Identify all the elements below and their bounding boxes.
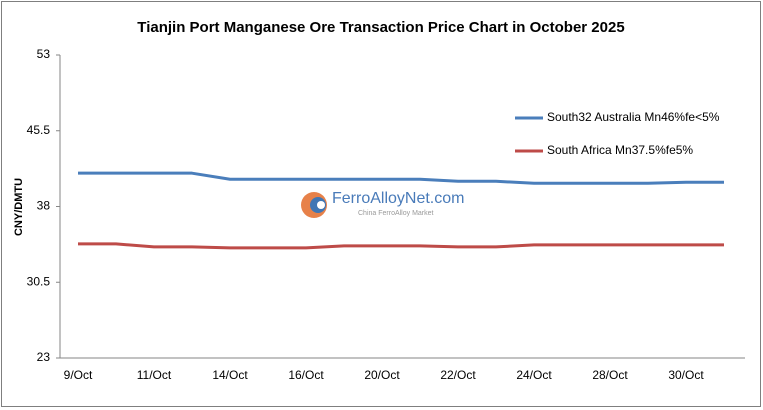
series-line bbox=[78, 242, 724, 250]
x-tick-label: 24/Oct bbox=[516, 368, 552, 382]
legend-label: South32 Australia Mn46%fe<5% bbox=[547, 110, 720, 124]
chart-title: Tianjin Port Manganese Ore Transaction P… bbox=[137, 19, 624, 36]
series-line bbox=[78, 171, 724, 185]
x-tick-label: 16/Oct bbox=[288, 368, 324, 382]
y-tick-label: 38 bbox=[37, 199, 51, 213]
x-tick-label: 20/Oct bbox=[364, 368, 400, 382]
y-tick-label: 30.5 bbox=[27, 274, 51, 288]
y-tick-label: 45.5 bbox=[27, 123, 51, 137]
x-tick-label: 11/Oct bbox=[137, 368, 172, 382]
watermark-tagline: China FerroAlloy Market bbox=[358, 210, 434, 217]
x-tick-label: 28/Oct bbox=[592, 368, 628, 382]
x-tick-label: 30/Oct bbox=[668, 368, 704, 382]
watermark: FerroAlloyNet.com China FerroAlloy Marke… bbox=[301, 190, 464, 218]
x-tick-label: 22/Oct bbox=[440, 368, 476, 382]
y-tick-label: 53 bbox=[37, 47, 51, 61]
x-tick-label: 9/Oct bbox=[64, 368, 93, 382]
y-axis-title: CNY/DMTU bbox=[13, 178, 25, 236]
watermark-logo bbox=[317, 201, 325, 209]
y-tick-label: 23 bbox=[37, 350, 51, 364]
legend-label: South Africa Mn37.5%fe5% bbox=[547, 143, 693, 157]
x-tick-label: 14/Oct bbox=[212, 368, 248, 382]
watermark-brand: FerroAlloyNet.com bbox=[332, 190, 464, 207]
